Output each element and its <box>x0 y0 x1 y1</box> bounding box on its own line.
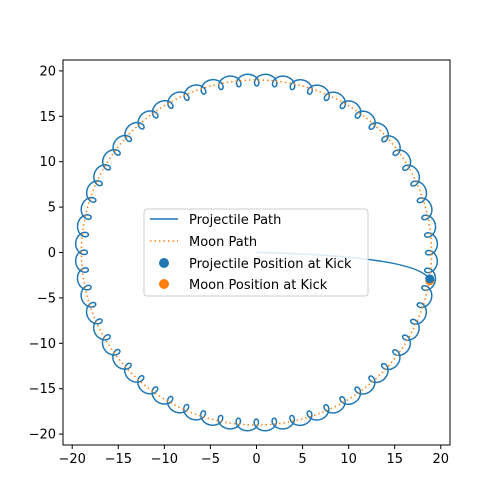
x-tick-label: −20 <box>58 452 85 467</box>
x-tick-label: −10 <box>151 452 178 467</box>
y-tick-label: −15 <box>29 382 56 397</box>
x-tick-label: 15 <box>386 452 403 467</box>
x-tick-label: 10 <box>340 452 357 467</box>
series-projectile-path <box>74 73 439 432</box>
legend-label-projectile-path: Projectile Path <box>189 213 281 228</box>
y-tick-label: −5 <box>37 291 56 306</box>
axis-ticks: −20 −15 −10 −5 0 5 10 15 20 −20 −15 −10 −5 0 5 10 15 20 <box>29 64 449 467</box>
legend-label-moon-path: Moon Path <box>189 235 257 250</box>
x-tick-label: 0 <box>252 452 260 467</box>
legend-marker-projectile-kick <box>159 258 169 268</box>
marker-projectile-position-at-kick <box>425 274 435 284</box>
y-tick-label: 15 <box>39 110 56 125</box>
x-tick-label: −15 <box>105 452 132 467</box>
legend-box <box>143 208 369 297</box>
y-tick-label: 20 <box>39 64 56 79</box>
y-tick-label: −10 <box>29 337 56 352</box>
y-tick-label: 5 <box>48 201 56 216</box>
legend-label-projectile-kick: Projectile Position at Kick <box>189 257 352 272</box>
y-tick-label: 10 <box>39 155 56 170</box>
x-tick-label: 5 <box>298 452 306 467</box>
y-tick-label: 0 <box>48 246 56 261</box>
legend: Projectile Path Moon Path Projectile Pos… <box>143 208 369 297</box>
legend-marker-moon-kick <box>159 279 169 289</box>
plot-area <box>74 73 439 432</box>
x-tick-label: −5 <box>201 452 220 467</box>
series-moon-path <box>80 79 433 426</box>
y-tick-label: −20 <box>29 428 56 443</box>
legend-label-moon-kick: Moon Position at Kick <box>189 278 328 293</box>
x-tick-label: 20 <box>433 452 450 467</box>
